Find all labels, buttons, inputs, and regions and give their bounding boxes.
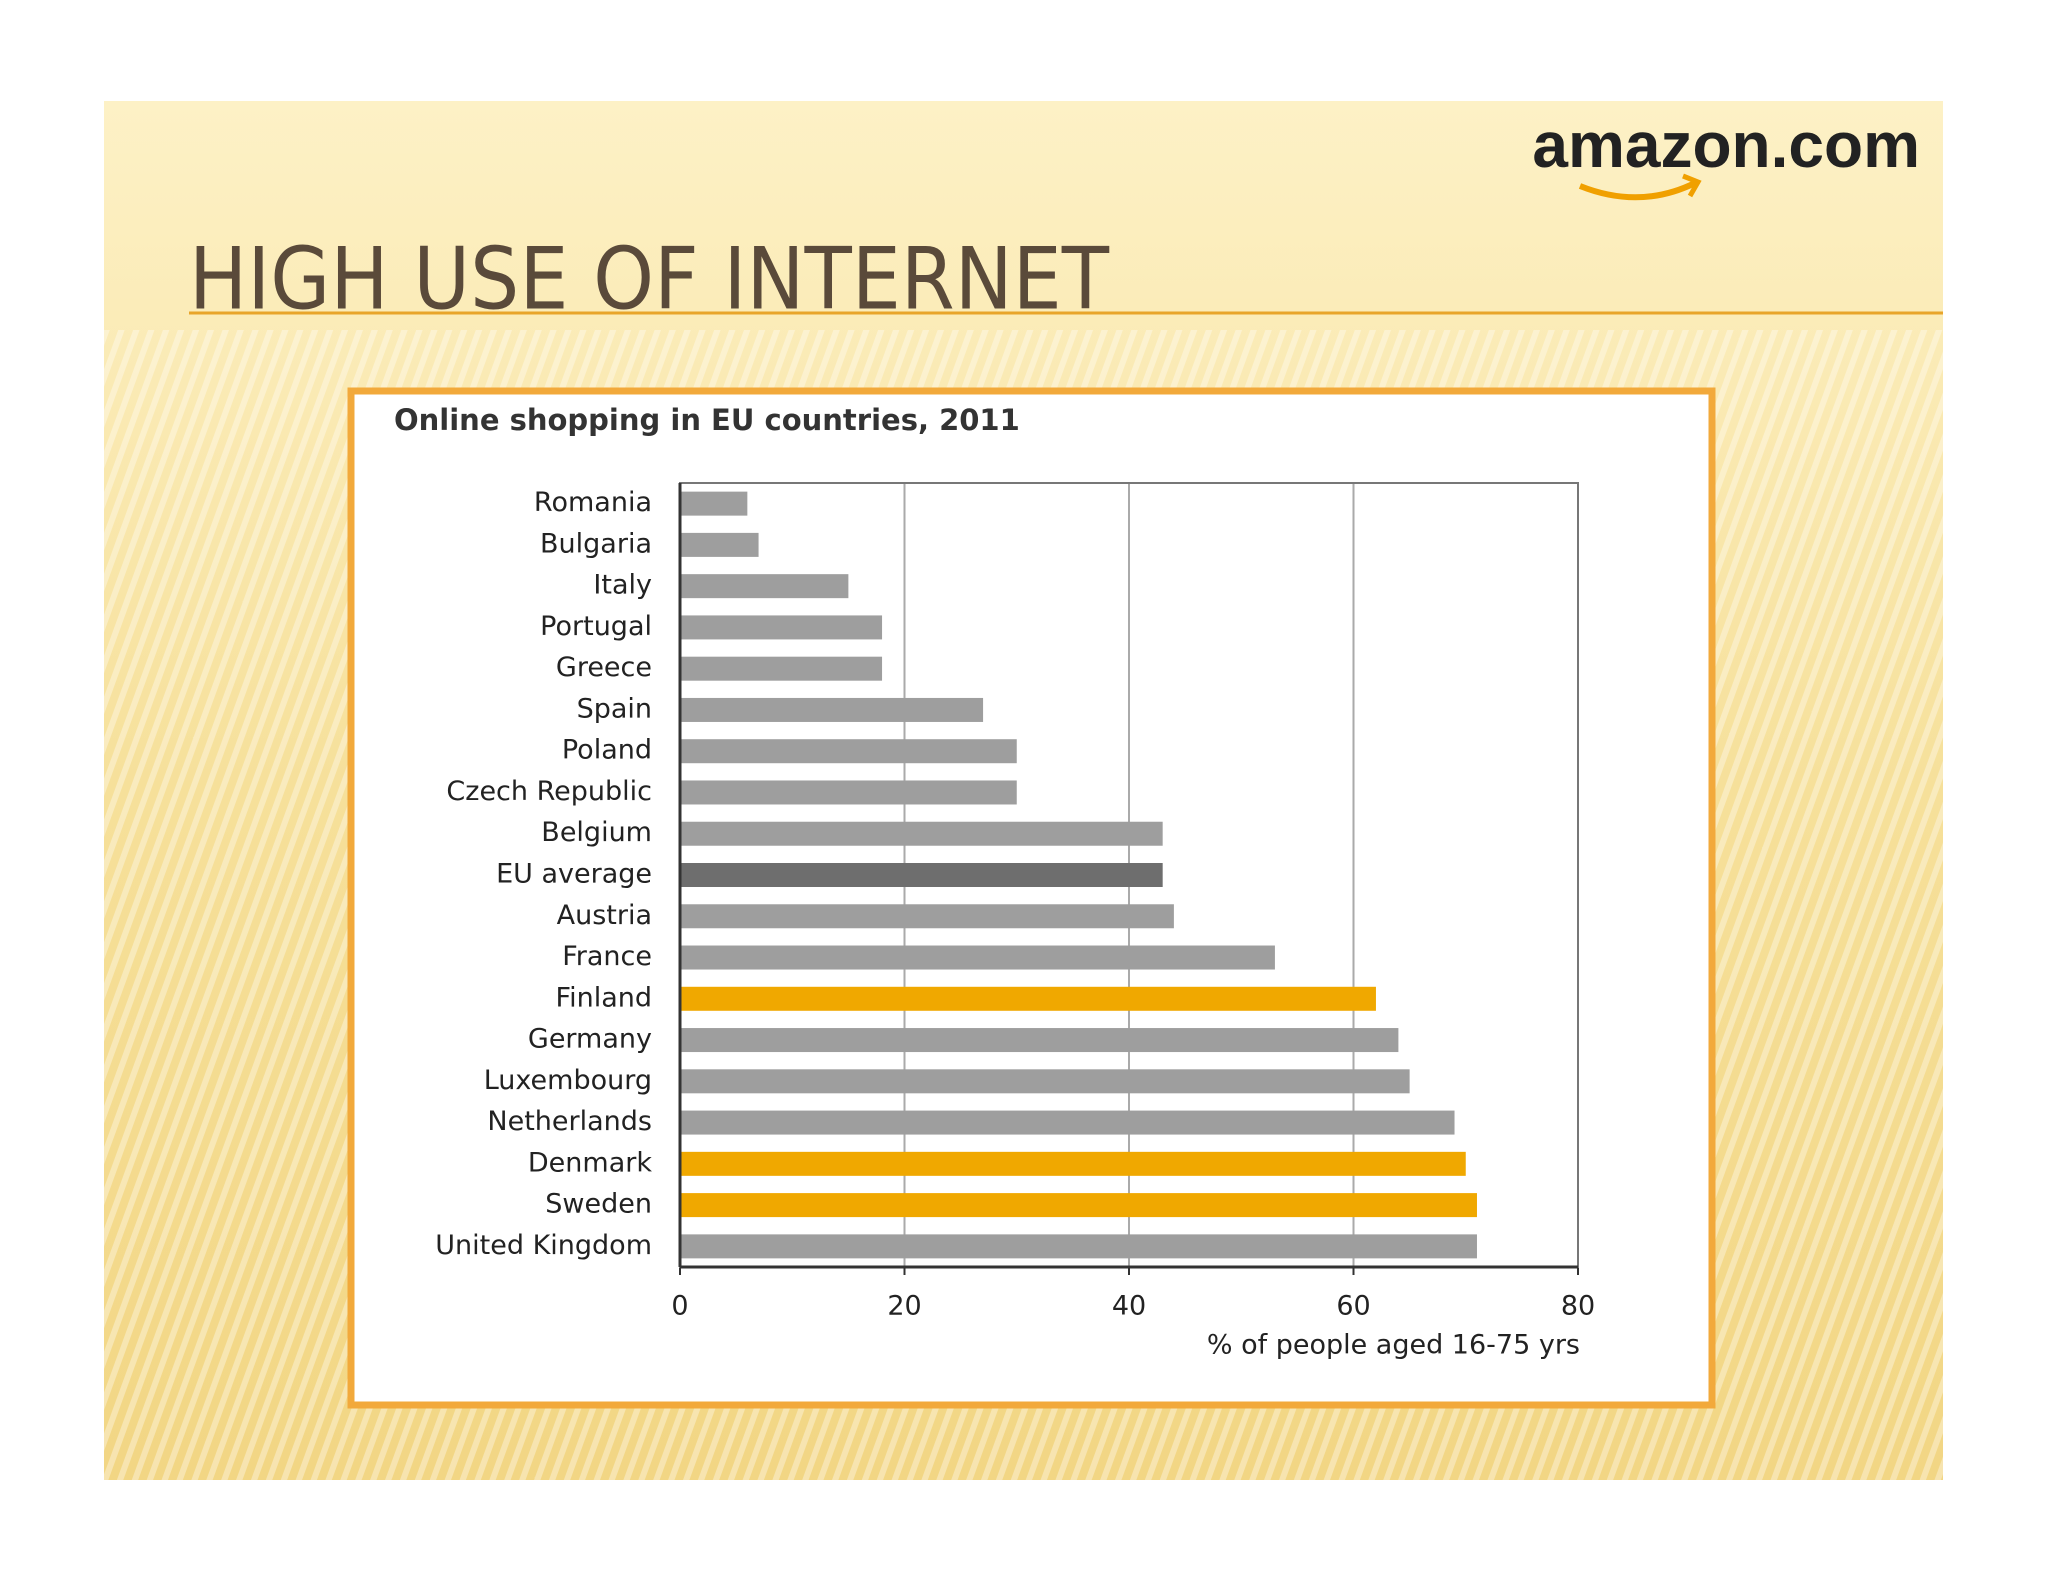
x-tick-label: 60 [1336,1291,1370,1322]
bar [680,697,984,722]
y-tick-label: Czech Republic [446,776,652,807]
bar [680,904,1174,929]
bar [680,1069,1410,1094]
y-tick-label: Spain [577,693,652,724]
y-tick-label: Poland [562,735,652,766]
y-tick-label: United Kingdom [435,1230,652,1261]
bar [680,945,1275,970]
chart-title: Online shopping in EU countries, 2011 [394,403,1020,437]
bar [680,1193,1477,1218]
logo: amazon.com [1532,109,1920,181]
y-tick-label: Denmark [528,1147,652,1178]
bar [680,739,1017,764]
bar [680,1028,1399,1053]
slide-title: HIGH USE OF INTERNET [189,229,1110,329]
y-tick-label: Greece [556,652,652,683]
logo-smile [1578,180,1697,201]
y-tick-label: Belgium [541,817,652,848]
y-tick-label: EU average [496,859,652,890]
y-tick-label: Italy [593,570,652,601]
bar [680,1151,1466,1176]
y-tick-label: Romania [534,487,652,518]
x-tick-label: 20 [887,1291,921,1322]
y-tick-label: Germany [528,1024,652,1055]
y-tick-label: Portugal [540,611,652,642]
bar [680,821,1163,846]
x-tick-label: 0 [671,1291,688,1322]
bar [680,491,748,516]
bar [680,656,883,681]
y-tick-label: Netherlands [487,1106,652,1137]
y-tick-label: France [562,941,652,972]
bar [680,986,1376,1011]
bar [680,1110,1455,1135]
logo-arrow [1682,173,1702,198]
x-axis-label: % of people aged 16-75 yrs [1207,1330,1580,1361]
y-tick-label: Sweden [545,1189,652,1220]
bar [680,1234,1477,1259]
y-tick-label: Finland [556,982,652,1013]
bar [680,780,1017,805]
bar [680,863,1163,887]
y-tick-label: Austria [557,900,652,931]
x-tick-label: 40 [1112,1291,1146,1322]
bar [680,615,883,640]
bar [680,532,759,557]
x-tick-label: 80 [1561,1291,1595,1322]
y-tick-label: Luxembourg [484,1065,652,1096]
bar [680,574,849,599]
y-tick-label: Bulgaria [540,528,652,559]
